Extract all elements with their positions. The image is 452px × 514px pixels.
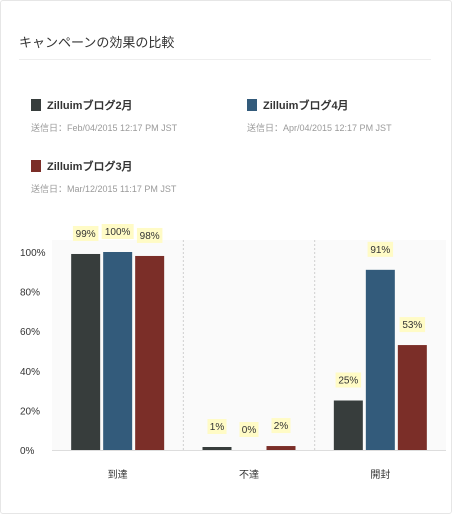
legend-send-date: 送信日：Mar/12/2015 11:17 PM JST bbox=[31, 184, 177, 194]
bar[interactable] bbox=[71, 253, 101, 450]
chart-title: キャンペーンの効果の比較 bbox=[19, 35, 175, 50]
bar[interactable] bbox=[266, 446, 296, 450]
y-tick-label: 20% bbox=[20, 406, 40, 417]
value-label-bg bbox=[271, 418, 291, 434]
value-label: 53% bbox=[402, 320, 422, 331]
value-label-bg bbox=[367, 241, 394, 257]
legend-item-feb[interactable]: Zilluimブログ2月 送信日：Feb/04/2015 12:17 PM JS… bbox=[31, 97, 177, 134]
legend-send-date: 送信日：Feb/04/2015 12:17 PM JST bbox=[31, 123, 178, 133]
y-tick-label: 40% bbox=[20, 367, 40, 378]
value-label-bg bbox=[207, 419, 227, 434]
y-tick-label: 0% bbox=[20, 446, 35, 457]
value-label: 98% bbox=[140, 231, 160, 242]
value-label: 99% bbox=[76, 229, 96, 240]
title-divider bbox=[19, 59, 431, 60]
value-label: 100% bbox=[105, 227, 131, 238]
bar[interactable] bbox=[135, 255, 165, 450]
bar[interactable] bbox=[333, 400, 363, 451]
value-label-bg bbox=[335, 372, 362, 388]
value-label-bg bbox=[101, 224, 134, 239]
legend-swatch bbox=[31, 160, 41, 172]
legend-name: Zilluimブログ3月 bbox=[47, 161, 133, 173]
legend-name: Zilluimブログ4月 bbox=[263, 100, 349, 112]
value-label: 0% bbox=[242, 425, 257, 436]
value-label-bg bbox=[72, 225, 99, 241]
bar[interactable] bbox=[202, 447, 232, 450]
legend-item-mar[interactable]: Zilluimブログ3月 送信日：Mar/12/2015 11:17 PM JS… bbox=[31, 158, 176, 195]
value-label-bg bbox=[239, 422, 259, 437]
legend-swatch bbox=[247, 99, 257, 111]
bar[interactable] bbox=[103, 252, 133, 450]
x-category-label: 到達 bbox=[108, 469, 128, 481]
y-tick-label: 80% bbox=[20, 288, 40, 299]
x-category-label: 開封 bbox=[370, 468, 390, 481]
legend-send-date: 送信日：Apr/04/2015 12:17 PM JST bbox=[247, 123, 392, 133]
value-label: 2% bbox=[274, 421, 289, 432]
value-label-bg bbox=[136, 227, 163, 243]
bar[interactable] bbox=[365, 269, 395, 450]
legend-swatch bbox=[31, 99, 41, 111]
value-label: 91% bbox=[370, 245, 390, 256]
value-label: 1% bbox=[210, 422, 225, 433]
legend-item-apr[interactable]: Zilluimブログ4月 送信日：Apr/04/2015 12:17 PM JS… bbox=[247, 97, 392, 134]
bar[interactable] bbox=[397, 345, 427, 450]
y-tick-label: 100% bbox=[20, 248, 46, 259]
value-label: 25% bbox=[338, 376, 358, 387]
legend-name: Zilluimブログ2月 bbox=[47, 100, 133, 112]
x-category-label: 不達 bbox=[239, 469, 259, 481]
value-label-bg bbox=[399, 317, 426, 333]
y-tick-label: 60% bbox=[20, 327, 40, 338]
